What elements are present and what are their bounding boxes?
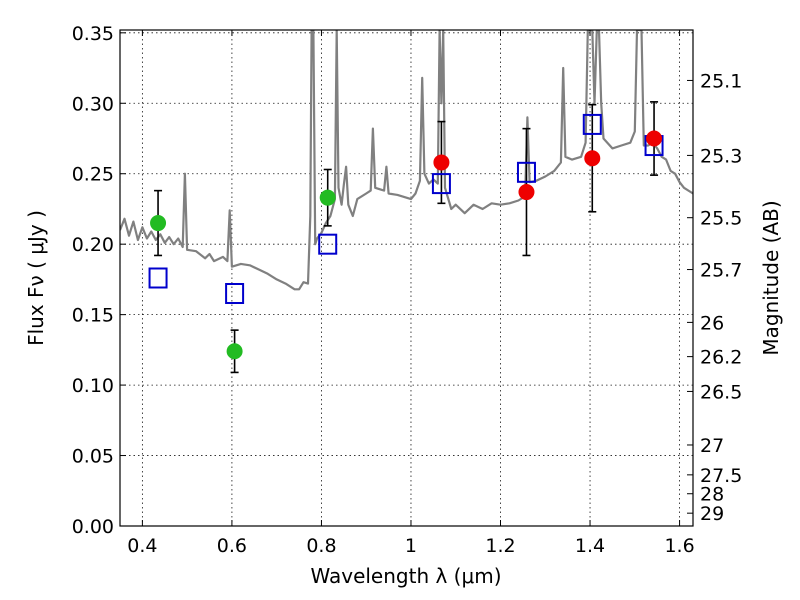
- y-tick-label: 0.10: [72, 375, 114, 397]
- model-square-marker: [318, 233, 338, 255]
- spectrum-series: [120, 30, 693, 291]
- plot-frame: [119, 29, 694, 527]
- magnitude-axis-title: Magnitude (AB): [759, 200, 783, 355]
- x-tick-label: 1: [405, 535, 417, 557]
- red-data-point: [584, 150, 601, 167]
- magnitude-tick-label: 27: [700, 435, 724, 457]
- magnitude-tick-label: 26.5: [700, 381, 742, 403]
- model-square-marker: [148, 267, 168, 289]
- green-data-point: [319, 189, 336, 206]
- y-tick-label: 0.20: [72, 234, 114, 256]
- model-squares: [148, 113, 664, 304]
- red-data-point: [518, 184, 535, 201]
- magnitude-tick-label: 29: [700, 503, 724, 525]
- magnitude-tick-label: 25.5: [700, 208, 742, 230]
- x-tick-label: 0.8: [306, 535, 336, 557]
- green-data-point: [226, 343, 243, 360]
- model-square-marker: [225, 283, 245, 304]
- measured-points: [150, 130, 663, 360]
- magnitude-tick-label: 27.5: [700, 465, 742, 487]
- model-square-marker: [582, 113, 602, 135]
- x-tick-label: 1.2: [485, 535, 515, 557]
- spectrum-line: [120, 30, 693, 291]
- y-axis-title: Flux Fν ( μJy ): [24, 210, 48, 346]
- grid-lines: [120, 30, 693, 527]
- x-tick-label: 1.6: [664, 535, 694, 557]
- x-tick-label: 1.4: [575, 535, 605, 557]
- x-axis-title: Wavelength λ (μm): [310, 564, 501, 588]
- y-tick-label: 0.30: [72, 93, 114, 115]
- red-data-point: [433, 154, 450, 171]
- magnitude-tick-label: 28: [700, 484, 724, 506]
- red-data-point: [646, 130, 663, 147]
- x-tick-label: 0.6: [217, 535, 247, 557]
- magnitude-tick-label: 26: [700, 312, 724, 334]
- y-axis-ticks: 0.00 0.05 0.10 0.15 0.20 0.25 0.30 0.35: [72, 23, 126, 538]
- x-tick-label: 0.4: [127, 535, 157, 557]
- y-tick-label: 0.15: [72, 305, 114, 327]
- magnitude-tick-label: 25.7: [700, 260, 742, 282]
- y-tick-label: 0.35: [72, 23, 114, 45]
- x-axis-ticks: 0.4 0.6 0.8 1 1.2 1.4 1.6: [127, 30, 695, 557]
- model-square-marker: [431, 173, 451, 195]
- magnitude-tick-label: 25.3: [700, 145, 742, 167]
- y-tick-label: 0.05: [72, 446, 114, 468]
- y-tick-label: 0.25: [72, 164, 114, 186]
- model-square-marker: [516, 161, 536, 183]
- green-data-point: [150, 215, 167, 232]
- y-tick-label: 0.00: [72, 516, 114, 538]
- magnitude-tick-label: 25.1: [700, 70, 742, 92]
- magnitude-tick-label: 26.2: [700, 347, 742, 369]
